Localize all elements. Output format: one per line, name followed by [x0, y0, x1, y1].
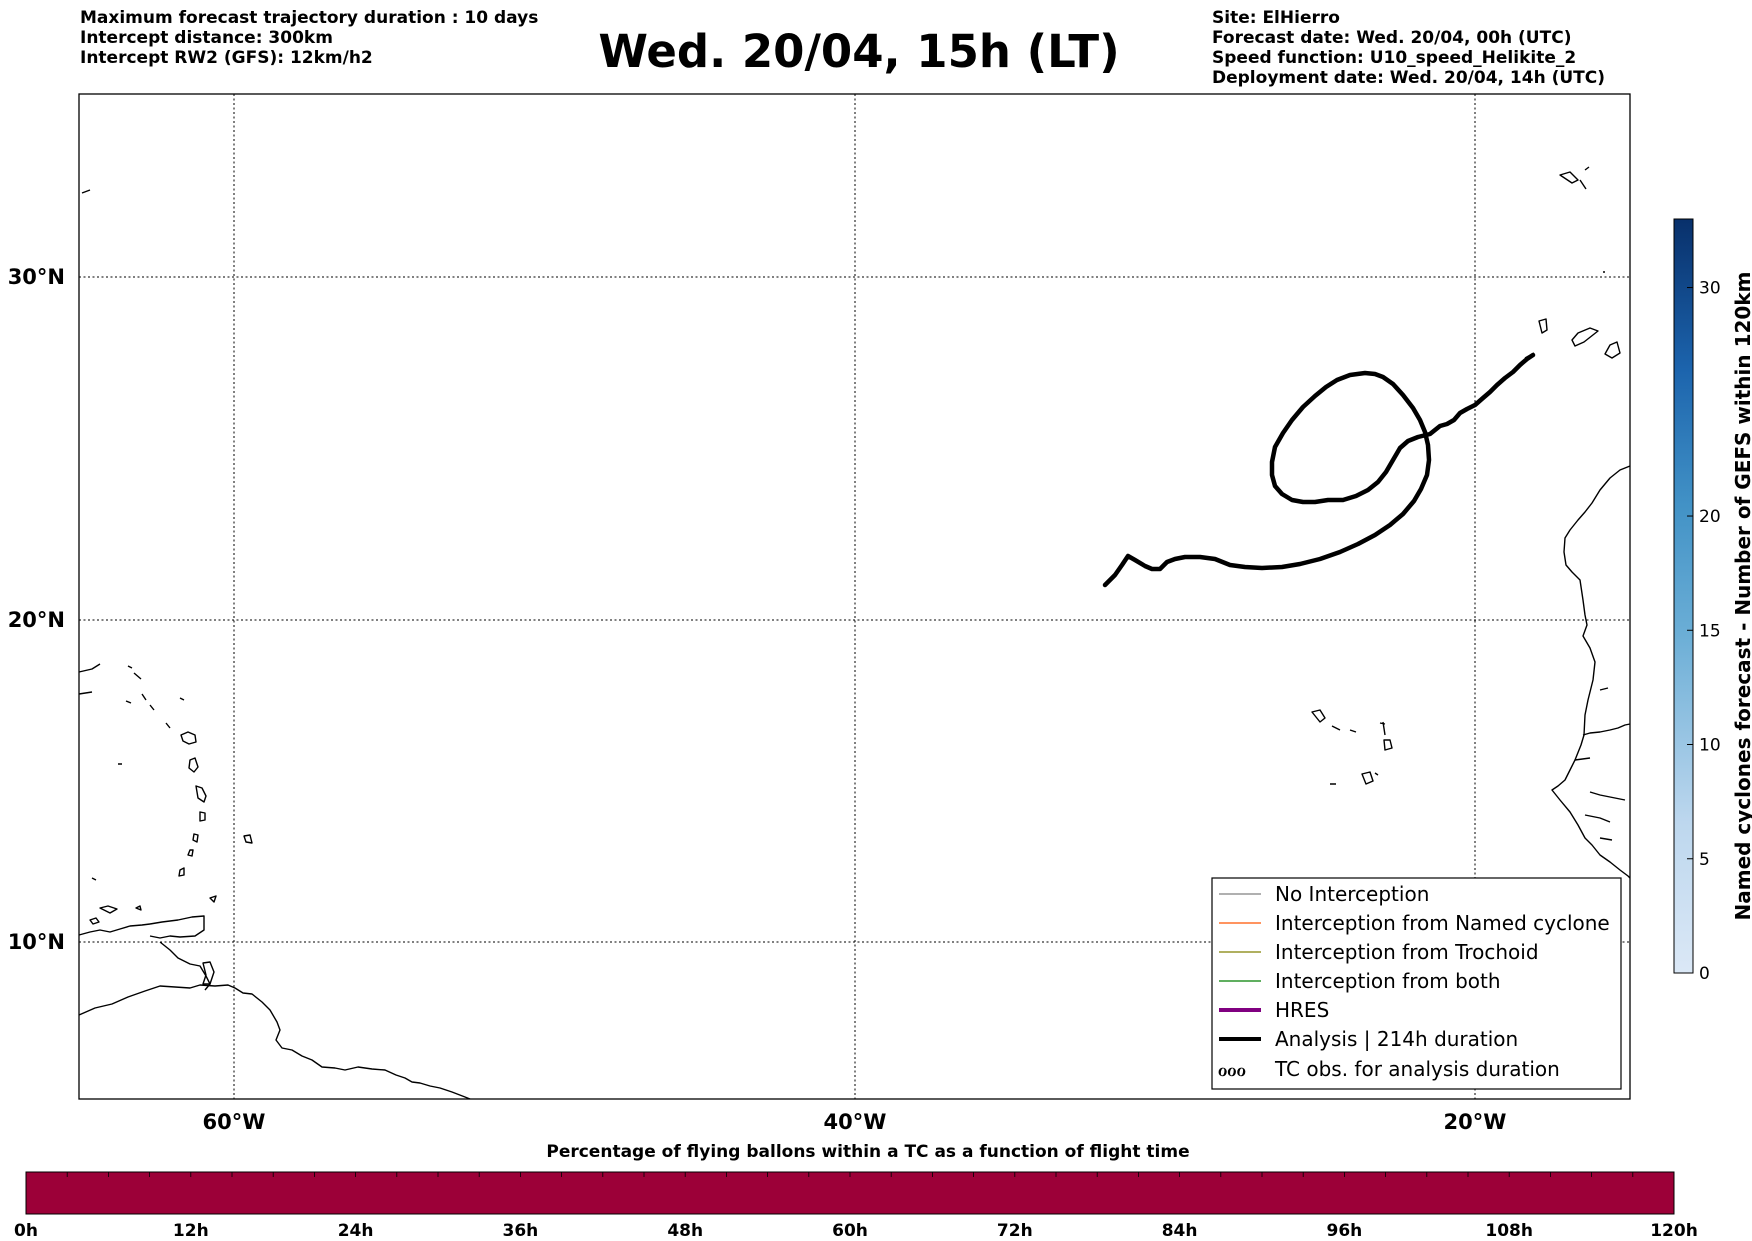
site-text: Site: ElHierro	[1212, 8, 1340, 28]
legend-label-trochoid: Interception from Trochoid	[1275, 940, 1539, 964]
legend-label-tc-obs: TC obs. for analysis duration	[1274, 1057, 1560, 1081]
antilles-g	[178, 867, 185, 877]
flight-time-tick-label: 24h	[338, 1221, 374, 1241]
lat-tick-labels: 30°N 20°N 10°N	[8, 265, 65, 954]
flight-time-bar-title: Percentage of flying ballons within a TC…	[546, 1142, 1189, 1162]
venezuela-gulf	[78, 923, 151, 936]
colorbar-ticks: 0 5 10 15 20 30	[1687, 279, 1721, 984]
antilles-f	[187, 849, 194, 857]
legend-label-no-interception: No Interception	[1275, 882, 1429, 906]
lon-tick-labels: 60°W 40°W 20°W	[203, 1110, 1507, 1134]
coastlines	[78, 166, 1631, 1100]
legend-swatch-tc-obs-icon: ℴℴℴ	[1218, 1057, 1246, 1081]
flight-time-tick-label: 96h	[1327, 1221, 1363, 1241]
analysis-trajectory	[1102, 352, 1536, 588]
forecast-date-text: Forecast date: Wed. 20/04, 00h (UTC)	[1212, 28, 1572, 48]
flight-time-bar-fill	[25, 1171, 1675, 1215]
legend-label-analysis: Analysis | 214h duration	[1275, 1027, 1518, 1051]
legend-label-both: Interception from both	[1275, 969, 1501, 993]
lon-tick-40w: 40°W	[824, 1110, 887, 1134]
colorbar-tick-label: 20	[1699, 507, 1721, 527]
colorbar-tick-label: 10	[1699, 736, 1721, 756]
margarita	[99, 905, 118, 914]
colorbar-gradient	[1673, 218, 1694, 974]
flight-time-tick-label: 108h	[1485, 1221, 1533, 1241]
deployment-date-text: Deployment date: Wed. 20/04, 14h (UTC)	[1212, 68, 1606, 88]
flight-time-tick-label: 120h	[1650, 1221, 1698, 1241]
colorbar-tick-label: 15	[1699, 621, 1721, 641]
max-duration-text: Maximum forecast trajectory duration : 1…	[80, 8, 539, 28]
header-right: Site: ElHierro Forecast date: Wed. 20/04…	[1212, 8, 1605, 88]
lat-tick-30n: 30°N	[8, 265, 65, 289]
antilles-i	[243, 834, 253, 844]
lon-tick-60w: 60°W	[203, 1110, 266, 1134]
islet-1	[135, 905, 142, 911]
antilles-c	[195, 785, 207, 803]
puerto-rico-area	[78, 663, 101, 695]
colorbar: 0 5 10 15 20 30 Named cyclones forecast - Num…	[1673, 218, 1752, 984]
colorbar-tick-label: 0	[1699, 964, 1710, 984]
antilles-b	[188, 757, 199, 773]
orinoco-delta	[159, 941, 211, 991]
colorbar-tick-label: 5	[1699, 850, 1710, 870]
colorbar-tick-label: 30	[1699, 279, 1721, 299]
flight-time-tick-label: 12h	[173, 1221, 209, 1241]
flight-time-tick-label: 72h	[997, 1221, 1033, 1241]
map-title: Wed. 20/04, 15h (LT)	[598, 25, 1120, 78]
speed-function-text: Speed function: U10_speed_Helikite_2	[1212, 48, 1577, 68]
legend: No Interception Interception from Named …	[1211, 877, 1622, 1090]
legend-label-hres: HRES	[1275, 998, 1329, 1022]
flight-time-tick-label: 60h	[832, 1221, 868, 1241]
header-left: Maximum forecast trajectory duration : 1…	[80, 8, 538, 68]
africa-details	[1574, 687, 1631, 841]
lat-tick-10n: 10°N	[8, 930, 65, 954]
trinidad	[202, 961, 215, 985]
intercept-rw2-text: Intercept RW2 (GFS): 12km/h2	[80, 48, 373, 68]
lat-tick-20n: 20°N	[8, 608, 65, 632]
cape-verde-islands	[1311, 709, 1393, 785]
lon-tick-20w: 20°W	[1444, 1110, 1507, 1134]
legend-box	[1211, 877, 1622, 1090]
antilles-d	[199, 811, 206, 822]
bermuda-islet	[81, 189, 91, 194]
flight-time-tick-label: 36h	[503, 1221, 539, 1241]
curacao	[89, 917, 100, 925]
legend-label-named-cyclone: Interception from Named cyclone	[1275, 911, 1610, 935]
paria-peninsula	[149, 915, 205, 939]
antilles-e	[192, 833, 199, 843]
flight-time-bar-ticks: 0h 12h 24h 36h 48h 60h 72h 84h 96h 108h 120h	[14, 1172, 1698, 1241]
flight-time-tick-label: 84h	[1162, 1221, 1198, 1241]
antilles-h	[209, 895, 217, 903]
flight-time-tick-label: 48h	[667, 1221, 703, 1241]
virgin-islands	[125, 665, 185, 729]
islet-2	[91, 763, 122, 881]
flight-time-tick-label: 0h	[14, 1221, 38, 1241]
intercept-distance-text: Intercept distance: 300km	[80, 28, 333, 48]
colorbar-label: Named cyclones forecast - Number of GEFS…	[1731, 272, 1752, 921]
antilles-a	[180, 731, 197, 745]
flight-time-bar: Percentage of flying ballons within a TC…	[14, 1142, 1698, 1241]
south-america-coast	[78, 984, 471, 1100]
map-panel: 60°W 40°W 20°W 30°N 20°N 10°N No Interce…	[8, 93, 1631, 1134]
africa-coast	[1551, 465, 1631, 879]
